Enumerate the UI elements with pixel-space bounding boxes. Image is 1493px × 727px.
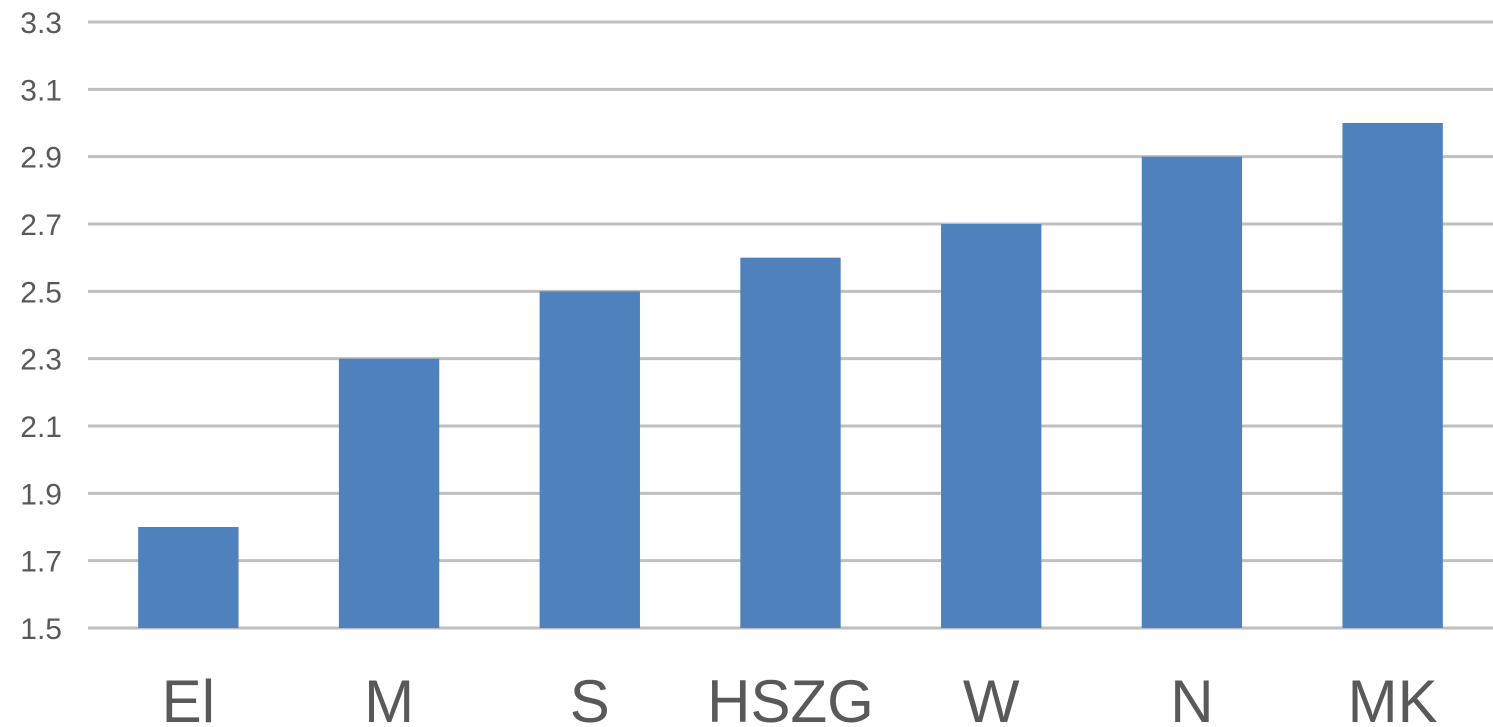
y-tick-label: 1.5 bbox=[20, 613, 62, 646]
x-tick-label: MK bbox=[1348, 668, 1438, 727]
x-axis-ticks: El M S HSZG W N MK bbox=[162, 668, 1438, 727]
x-tick-label: N bbox=[1170, 668, 1213, 727]
bar-w bbox=[941, 224, 1042, 628]
bar-el bbox=[138, 527, 239, 628]
x-tick-label: HSZG bbox=[707, 668, 874, 727]
y-tick-label: 3.3 bbox=[20, 7, 62, 40]
y-tick-label: 1.9 bbox=[20, 478, 62, 511]
bar-hszg bbox=[740, 257, 841, 628]
x-tick-label: S bbox=[570, 668, 610, 727]
bar-mk bbox=[1342, 123, 1443, 628]
y-tick-label: 1.7 bbox=[20, 546, 62, 579]
x-tick-label: M bbox=[364, 668, 414, 727]
y-tick-label: 2.3 bbox=[20, 344, 62, 377]
x-tick-label: El bbox=[162, 668, 215, 727]
y-axis-ticks: 1.5 1.7 1.9 2.1 2.3 2.5 2.7 2.9 3.1 3.3 bbox=[20, 7, 62, 646]
y-tick-label: 2.1 bbox=[20, 411, 62, 444]
y-tick-label: 2.9 bbox=[20, 142, 62, 175]
y-tick-label: 2.5 bbox=[20, 276, 62, 309]
y-tick-label: 3.1 bbox=[20, 74, 62, 107]
bar-m bbox=[338, 358, 440, 628]
x-tick-label: W bbox=[963, 668, 1020, 727]
y-tick-label: 2.7 bbox=[20, 209, 62, 242]
bar-s bbox=[539, 291, 640, 628]
bar-layer bbox=[138, 123, 1443, 628]
bar-n bbox=[1141, 156, 1243, 628]
